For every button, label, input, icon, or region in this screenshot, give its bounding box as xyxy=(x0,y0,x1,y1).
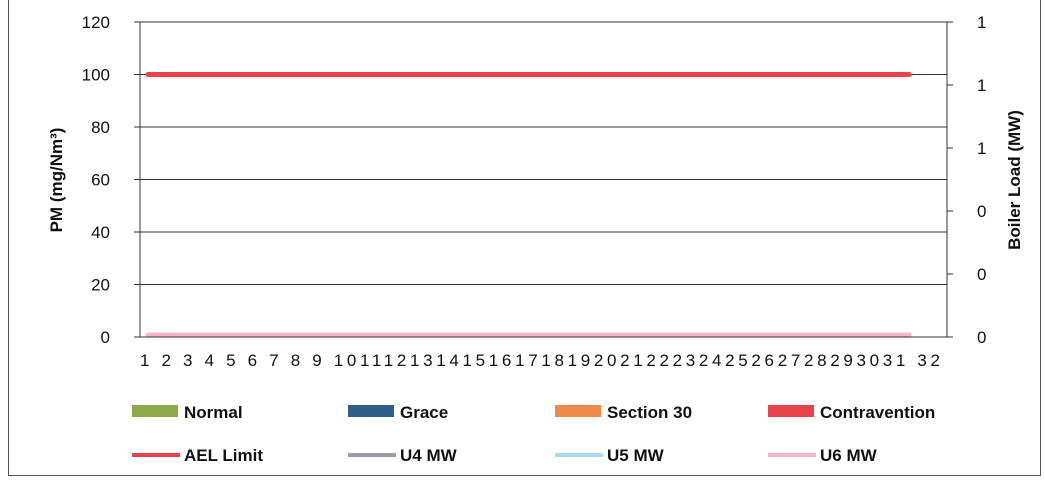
y-axis-title: PM (mg/Nm³) xyxy=(47,128,66,233)
legend-label-grace: Grace xyxy=(400,403,448,422)
legend-label-u5-mw: U5 MW xyxy=(607,446,665,465)
legend: Normal Grace Section 30 Contravention AEL Li… xyxy=(132,403,935,465)
gridlines xyxy=(140,21,947,338)
legend-swatch-section-30 xyxy=(555,405,601,417)
y2-tick-label: 0 xyxy=(977,202,986,221)
y-tick-label: 0 xyxy=(101,328,110,347)
y2-tick-label: 0 xyxy=(977,328,986,347)
legend-label-normal: Normal xyxy=(184,403,243,422)
y-tick-label: 40 xyxy=(91,223,110,242)
legend-swatch-contravention xyxy=(768,405,814,417)
legend-label-contravention: Contravention xyxy=(820,403,935,422)
legend-label-ael-limit: AEL Limit xyxy=(184,446,263,465)
y2-tick-label: 1 xyxy=(977,139,986,158)
legend-label-u6-mw: U6 MW xyxy=(820,446,878,465)
legend-label-u4-mw: U4 MW xyxy=(400,446,458,465)
legend-label-section-30: Section 30 xyxy=(607,403,692,422)
x-tick-labels: 1 2 3 4 5 6 7 8 9 1011121314151617181920… xyxy=(140,351,940,370)
y2-tick-label: 1 xyxy=(977,13,986,32)
y-tick-label: 60 xyxy=(91,171,110,190)
series-layer xyxy=(145,72,912,338)
y-tick-label: 100 xyxy=(82,66,110,85)
legend-swatch-normal xyxy=(132,405,178,417)
chart-frame xyxy=(8,0,1041,476)
legend-swatch-grace xyxy=(348,405,394,417)
y-tick-label: 80 xyxy=(91,118,110,137)
y2-tick-label: 0 xyxy=(977,265,986,284)
y2-tick-label: 1 xyxy=(977,76,986,95)
y-tick-label: 20 xyxy=(91,276,110,295)
axes: 0 20 40 60 80 100 120 0 0 0 1 1 1 xyxy=(82,13,987,347)
y2-axis-title: Boiler Load (MW) xyxy=(1005,110,1024,250)
y-tick-label: 120 xyxy=(82,13,110,32)
